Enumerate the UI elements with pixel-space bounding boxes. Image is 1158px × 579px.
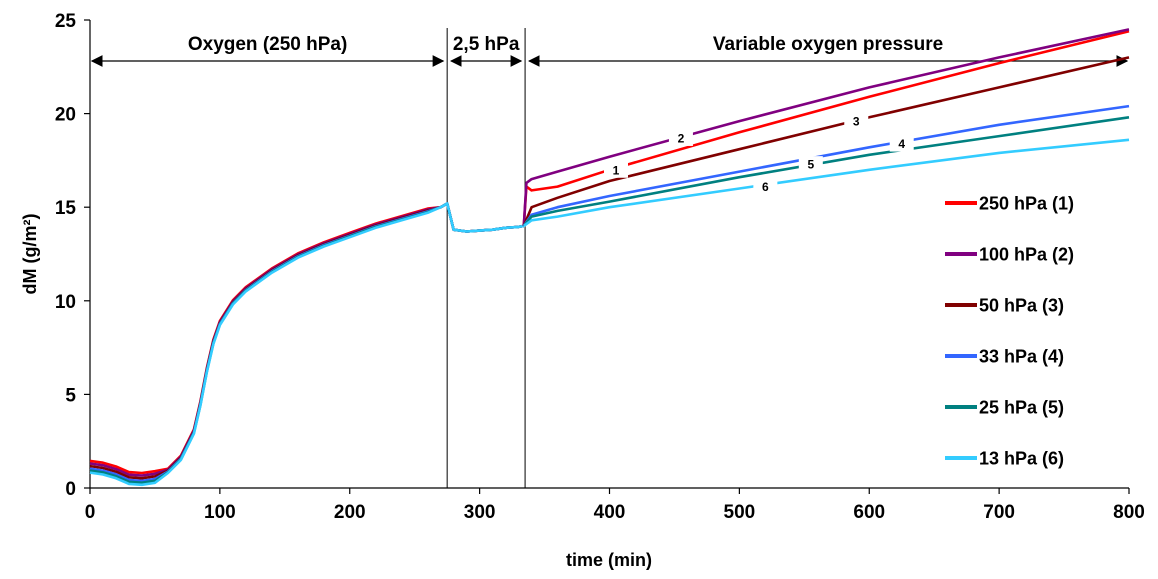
legend-label: 25 hPa (5) bbox=[979, 398, 1064, 418]
y-tick-label: 0 bbox=[65, 479, 76, 500]
series-line-initial bbox=[89, 202, 525, 484]
x-tick-label: 100 bbox=[204, 502, 236, 523]
y-axis-title: dM (g/m²) bbox=[20, 214, 40, 295]
line-label: 4 bbox=[898, 137, 905, 151]
series-line bbox=[523, 138, 1130, 227]
phase-label: 2,5 hPa bbox=[453, 34, 520, 55]
line-label-bg bbox=[844, 113, 869, 130]
series-line bbox=[522, 28, 1130, 226]
phase-label: Variable oxygen pressure bbox=[713, 34, 943, 55]
series-line-initial bbox=[89, 202, 525, 483]
legend-label: 100 hPa (2) bbox=[979, 245, 1074, 265]
line-label-bg bbox=[889, 135, 914, 152]
y-tick-label: 25 bbox=[55, 11, 77, 32]
y-tick-label: 10 bbox=[55, 292, 76, 313]
line-label: 5 bbox=[807, 158, 814, 172]
series-line bbox=[522, 104, 1130, 227]
line-label-bg bbox=[798, 156, 823, 173]
x-tick-label: 200 bbox=[334, 502, 366, 523]
line-label-bg bbox=[668, 129, 693, 146]
series-line bbox=[522, 56, 1130, 227]
y-tick-label: 20 bbox=[55, 105, 76, 126]
legend-label: 250 hPa (1) bbox=[979, 194, 1074, 214]
line-label-bg bbox=[603, 161, 628, 178]
line-label: 6 bbox=[762, 180, 769, 194]
legend-label: 50 hPa (3) bbox=[979, 296, 1064, 316]
line-label: 2 bbox=[678, 131, 685, 145]
line-label: 1 bbox=[613, 163, 620, 177]
legend-label: 33 hPa (4) bbox=[979, 347, 1064, 367]
x-tick-label: 600 bbox=[853, 502, 885, 523]
x-tick-label: 0 bbox=[85, 502, 96, 523]
legend-label: 13 hPa (6) bbox=[979, 449, 1064, 469]
series-line-initial bbox=[89, 202, 525, 480]
plot-area: 0 100 200 300 400 500 600 700 8000510152025Oxyge… bbox=[55, 11, 1145, 523]
series-line-initial bbox=[89, 202, 525, 487]
y-tick-label: 5 bbox=[65, 385, 76, 406]
x-tick-label: 800 bbox=[1113, 502, 1145, 523]
x-tick-label: 500 bbox=[724, 502, 756, 523]
line-label-bg bbox=[753, 178, 778, 195]
y-tick-label: 15 bbox=[55, 198, 77, 219]
series-line-initial bbox=[89, 202, 525, 475]
series-line-initial bbox=[89, 202, 525, 477]
line-label: 3 bbox=[853, 115, 860, 129]
phase-label: Oxygen (250 hPa) bbox=[188, 34, 347, 55]
x-tick-label: 400 bbox=[594, 502, 626, 523]
x-tick-label: 700 bbox=[983, 502, 1015, 523]
x-axis-title: time (min) bbox=[566, 550, 652, 570]
series-line bbox=[522, 116, 1130, 227]
x-tick-label: 300 bbox=[464, 502, 496, 523]
